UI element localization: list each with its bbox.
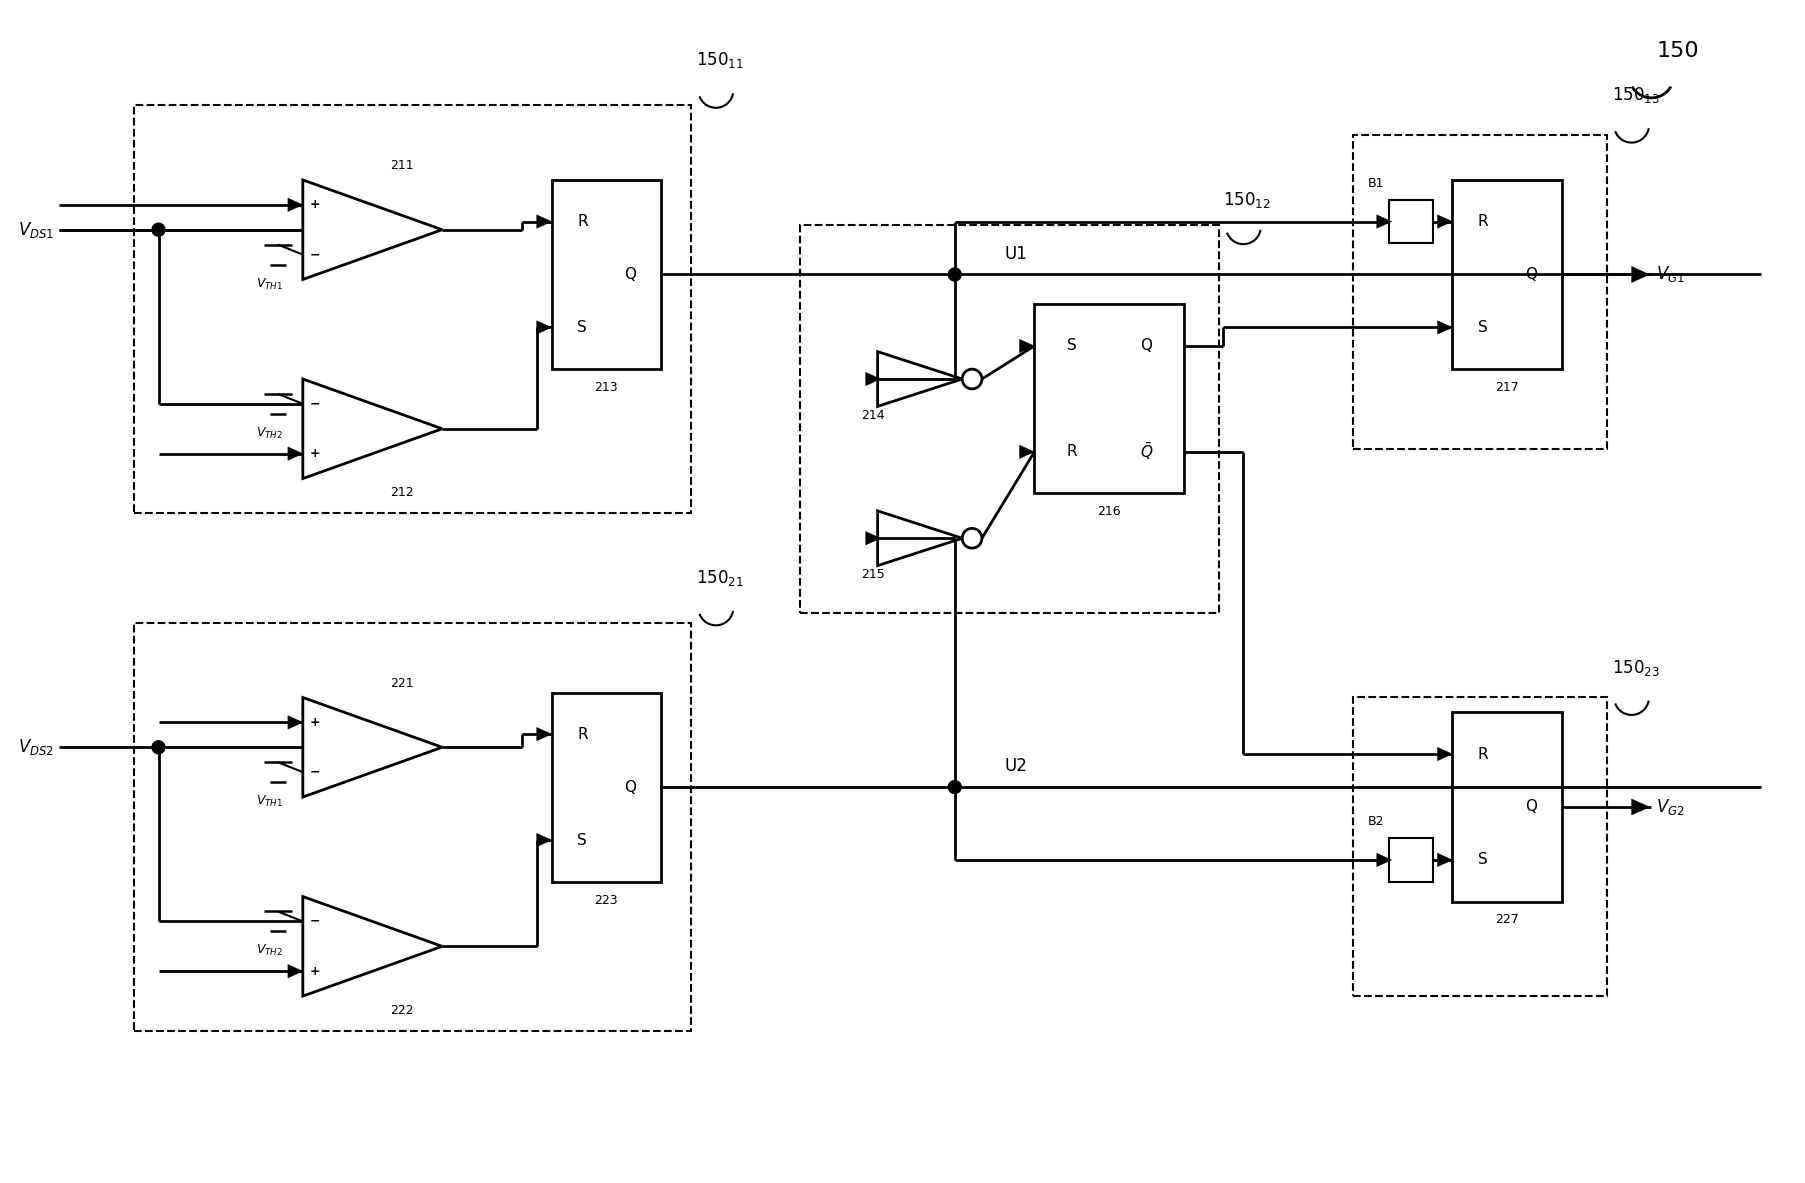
Circle shape xyxy=(948,781,960,794)
Text: R: R xyxy=(1476,746,1487,762)
Text: 212: 212 xyxy=(390,486,413,499)
Polygon shape xyxy=(287,964,303,978)
Bar xyxy=(800,225,1218,613)
Text: $150_{12}$: $150_{12}$ xyxy=(1222,189,1271,209)
Text: 216: 216 xyxy=(1097,505,1121,518)
Text: $V_{G1}$: $V_{G1}$ xyxy=(1655,265,1684,284)
Text: S: S xyxy=(1067,338,1076,354)
Text: R: R xyxy=(1476,214,1487,230)
Text: B2: B2 xyxy=(1366,815,1383,828)
Text: 150: 150 xyxy=(1655,40,1699,60)
Text: −: − xyxy=(310,765,319,778)
Polygon shape xyxy=(1018,340,1034,353)
Polygon shape xyxy=(865,531,881,545)
Polygon shape xyxy=(1437,748,1451,761)
Bar xyxy=(134,623,691,1030)
Circle shape xyxy=(152,224,164,237)
Text: 222: 222 xyxy=(390,1004,413,1017)
Polygon shape xyxy=(536,833,551,847)
Polygon shape xyxy=(536,321,551,334)
Polygon shape xyxy=(1375,853,1392,867)
Text: $150_{13}$: $150_{13}$ xyxy=(1610,85,1659,105)
Text: R: R xyxy=(576,214,587,230)
Bar xyxy=(1388,838,1431,881)
Polygon shape xyxy=(865,373,881,386)
Text: U1: U1 xyxy=(1004,245,1027,263)
Bar xyxy=(1352,135,1606,448)
Text: Q: Q xyxy=(625,780,635,795)
Text: Q: Q xyxy=(1525,800,1536,814)
Text: R: R xyxy=(576,726,587,742)
Text: S: S xyxy=(578,833,587,847)
Text: $V_{TH1}$: $V_{TH1}$ xyxy=(256,794,283,809)
Text: +: + xyxy=(310,447,319,460)
Text: U2: U2 xyxy=(1004,757,1027,775)
Text: 215: 215 xyxy=(861,568,884,581)
Text: $V_{TH2}$: $V_{TH2}$ xyxy=(256,426,283,441)
Polygon shape xyxy=(1437,215,1451,228)
Text: +: + xyxy=(310,964,319,977)
Circle shape xyxy=(152,741,164,754)
Bar xyxy=(134,105,691,513)
Polygon shape xyxy=(536,215,551,228)
Bar xyxy=(1388,200,1431,244)
Text: 213: 213 xyxy=(594,381,617,394)
Text: 227: 227 xyxy=(1495,913,1518,926)
Text: 214: 214 xyxy=(861,409,884,422)
Circle shape xyxy=(948,269,960,282)
Text: $150_{23}$: $150_{23}$ xyxy=(1610,658,1659,678)
Text: Q: Q xyxy=(1139,338,1152,354)
Polygon shape xyxy=(1437,321,1451,334)
Text: $V_{TH2}$: $V_{TH2}$ xyxy=(256,943,283,958)
Bar xyxy=(1451,180,1561,369)
Polygon shape xyxy=(536,728,551,741)
Bar xyxy=(1352,698,1606,996)
Bar xyxy=(551,180,661,369)
Text: $V_{DS2}$: $V_{DS2}$ xyxy=(18,737,54,757)
Text: S: S xyxy=(1476,319,1487,335)
Text: Q: Q xyxy=(625,267,635,282)
Text: $150_{11}$: $150_{11}$ xyxy=(695,51,744,71)
Text: 223: 223 xyxy=(594,893,617,906)
Polygon shape xyxy=(1375,215,1392,228)
Text: −: − xyxy=(310,248,319,261)
Polygon shape xyxy=(287,716,303,729)
Text: 211: 211 xyxy=(390,159,413,172)
Bar xyxy=(551,692,661,881)
Text: $V_{G2}$: $V_{G2}$ xyxy=(1655,797,1684,817)
Text: +: + xyxy=(310,199,319,212)
Polygon shape xyxy=(1630,266,1648,283)
Text: 217: 217 xyxy=(1495,381,1518,394)
Bar xyxy=(1451,712,1561,901)
Text: S: S xyxy=(578,319,587,335)
Text: $150_{21}$: $150_{21}$ xyxy=(695,568,744,588)
Text: R: R xyxy=(1065,445,1076,459)
Bar xyxy=(1034,304,1182,493)
Text: $\bar{Q}$: $\bar{Q}$ xyxy=(1139,441,1152,463)
Text: $V_{TH1}$: $V_{TH1}$ xyxy=(256,277,283,291)
Text: −: − xyxy=(310,397,319,411)
Polygon shape xyxy=(1630,799,1648,815)
Text: −: − xyxy=(310,914,319,927)
Text: $V_{DS1}$: $V_{DS1}$ xyxy=(18,220,54,240)
Text: 221: 221 xyxy=(390,677,413,690)
Text: Q: Q xyxy=(1525,267,1536,282)
Polygon shape xyxy=(1018,445,1034,459)
Polygon shape xyxy=(287,447,303,460)
Text: B1: B1 xyxy=(1366,176,1383,189)
Polygon shape xyxy=(287,198,303,212)
Polygon shape xyxy=(1437,853,1451,867)
Text: S: S xyxy=(1476,853,1487,867)
Text: +: + xyxy=(310,716,319,729)
